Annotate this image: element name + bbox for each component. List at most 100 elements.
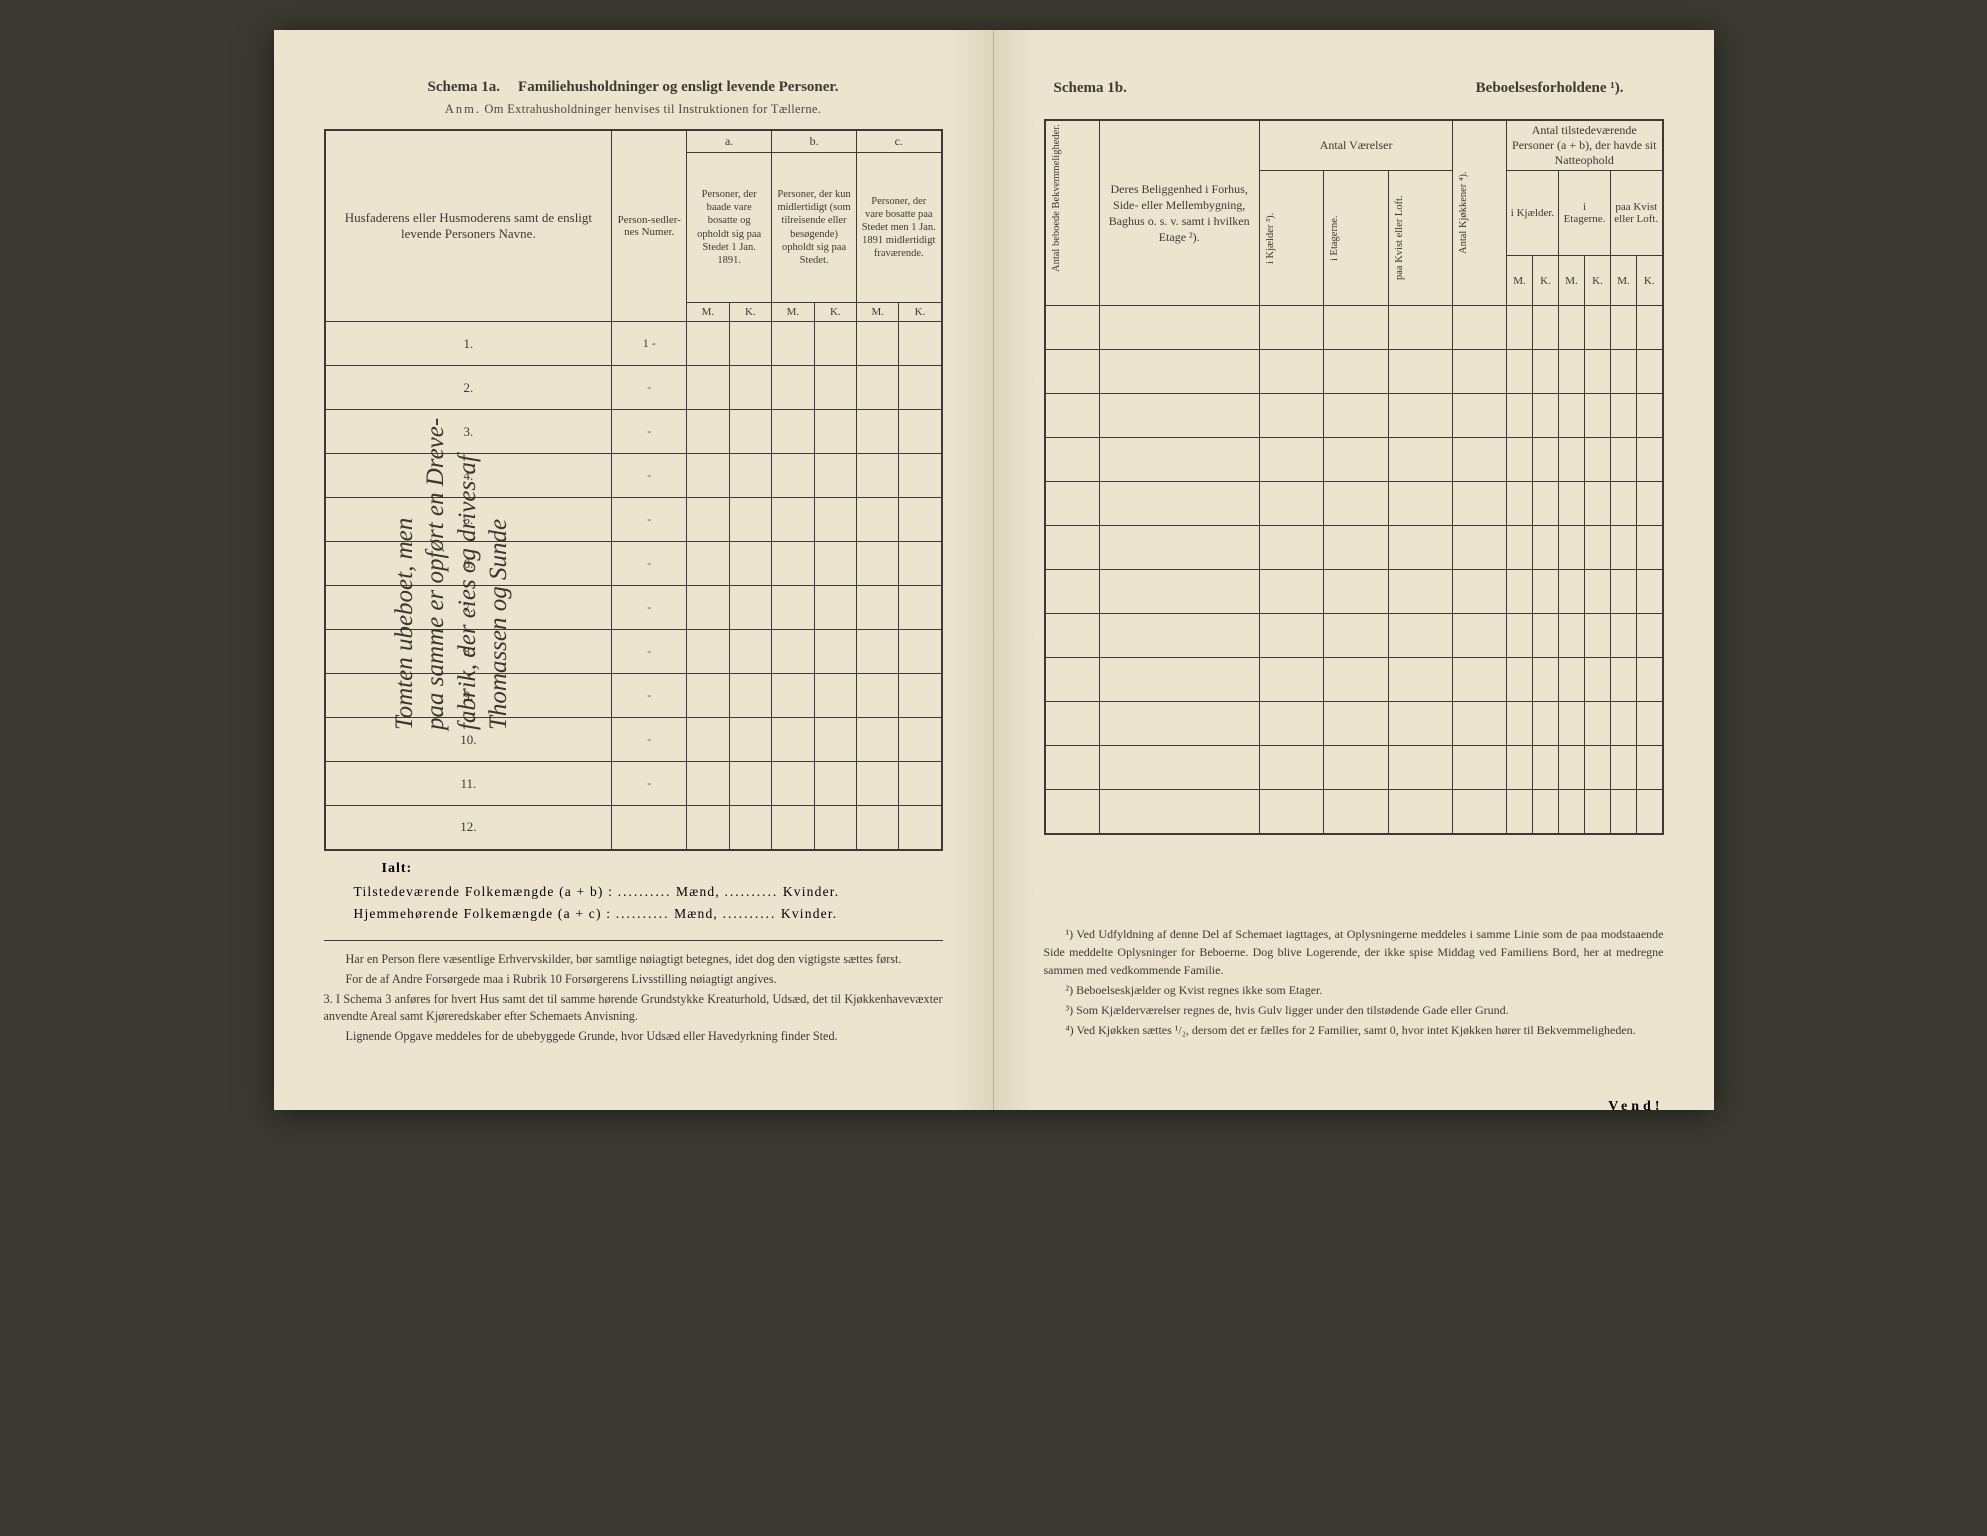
cell	[772, 542, 814, 586]
cell	[687, 366, 729, 410]
row-num: 4.	[325, 454, 612, 498]
row-num: 6.	[325, 542, 612, 586]
cell	[857, 586, 899, 630]
cell	[1559, 350, 1585, 394]
cell	[1611, 306, 1637, 350]
cell	[1637, 350, 1663, 394]
cell	[1099, 438, 1259, 482]
cell	[1585, 394, 1611, 438]
mk-header: K.	[1533, 256, 1559, 306]
table-row	[1045, 306, 1663, 350]
table-row	[1045, 746, 1663, 790]
kvinder: Kvinder.	[781, 906, 837, 921]
cell	[1585, 306, 1611, 350]
dots: ..........	[723, 906, 777, 921]
book-spread: Schema 1a. Familiehusholdninger og ensli…	[274, 30, 1714, 1110]
table-row: 9.	[325, 674, 942, 718]
col-a-desc: Personer, der baade vare bosatte og opho…	[687, 153, 772, 303]
anm-text: Om Extrahusholdninger henvises til Instr…	[484, 102, 821, 116]
cell	[1259, 702, 1324, 746]
cell	[1453, 746, 1507, 790]
cell	[857, 498, 899, 542]
cell	[1637, 394, 1663, 438]
cell	[1611, 702, 1637, 746]
mk-header: M.	[1559, 256, 1585, 306]
cell	[1045, 702, 1100, 746]
schema-1b-body	[1045, 306, 1663, 834]
cell	[1507, 658, 1533, 702]
cell	[687, 498, 729, 542]
cell	[899, 762, 942, 806]
cell	[1259, 438, 1324, 482]
cell	[1388, 746, 1453, 790]
v-loft: paa Kvist eller Loft.	[1388, 171, 1453, 306]
cell	[1099, 702, 1259, 746]
cell	[1045, 570, 1100, 614]
cell	[729, 322, 771, 366]
table-row: 10.	[325, 718, 942, 762]
row-num: 2.	[325, 366, 612, 410]
col-personsedler-header: Person-sedler-nes Numer.	[612, 130, 687, 322]
cell	[857, 674, 899, 718]
col-b-label: b.	[772, 130, 857, 153]
table-row: 11.	[325, 762, 942, 806]
cell	[1637, 482, 1663, 526]
footnote: ¹) Ved Udfyldning af denne Del af Schema…	[1044, 925, 1664, 979]
cell	[1559, 746, 1585, 790]
cell	[1045, 614, 1100, 658]
left-subtitle: Anm. Om Extrahusholdninger henvises til …	[324, 102, 943, 117]
col-location-header: Deres Beliggenhed i Forhus, Side- eller …	[1099, 120, 1259, 306]
cell	[1324, 394, 1389, 438]
cell	[1611, 482, 1637, 526]
cell	[772, 498, 814, 542]
cell	[772, 718, 814, 762]
cell	[1559, 438, 1585, 482]
table-row: 6.	[325, 542, 942, 586]
kvinder: Kvinder.	[783, 884, 839, 899]
cell	[1559, 482, 1585, 526]
cell	[1637, 526, 1663, 570]
table-row	[1045, 658, 1663, 702]
col-a-m: M.	[687, 303, 729, 322]
cell	[729, 454, 771, 498]
cell	[687, 586, 729, 630]
total-line-2: Hjemmehørende Folkemængde (a + c) : ....…	[354, 903, 943, 926]
table-row: 5.	[325, 498, 942, 542]
col-b-k: K.	[814, 303, 856, 322]
cell	[1453, 570, 1507, 614]
cell	[1559, 394, 1585, 438]
col-b-m: M.	[772, 303, 814, 322]
cell	[1585, 658, 1611, 702]
grp-personer: Antal tilstedeværende Personer (a + b), …	[1507, 120, 1663, 171]
dots: ..........	[616, 906, 670, 921]
dots: ..........	[618, 884, 672, 899]
cell	[687, 806, 729, 850]
cell	[1259, 482, 1324, 526]
table-row	[1045, 438, 1663, 482]
cell	[1507, 306, 1533, 350]
cell	[729, 674, 771, 718]
right-page: Schema 1b. Beboelsesforholdene ¹). Antal…	[994, 30, 1714, 1110]
cell	[814, 410, 856, 454]
cell	[857, 410, 899, 454]
cell	[687, 542, 729, 586]
cell	[1585, 570, 1611, 614]
schema-1a-body: 1.1 - 2. 3. 4. 5. 6. 7. 8. 9. 10. 11. 12…	[325, 322, 942, 850]
anm-prefix: Anm.	[445, 102, 481, 116]
cell	[1099, 526, 1259, 570]
cell	[1507, 570, 1533, 614]
cell	[729, 498, 771, 542]
cell	[687, 762, 729, 806]
cell	[814, 674, 856, 718]
cell	[1324, 350, 1389, 394]
col-names-header: Husfaderens eller Husmoderens samt de en…	[325, 130, 612, 322]
cell	[1388, 790, 1453, 834]
cell	[1533, 746, 1559, 790]
cell	[1559, 790, 1585, 834]
cell	[1045, 746, 1100, 790]
schema-1a-title: Familiehusholdninger og ensligt levende …	[518, 79, 838, 95]
cell	[1453, 394, 1507, 438]
cell	[1533, 394, 1559, 438]
cell	[899, 586, 942, 630]
cell	[899, 322, 942, 366]
